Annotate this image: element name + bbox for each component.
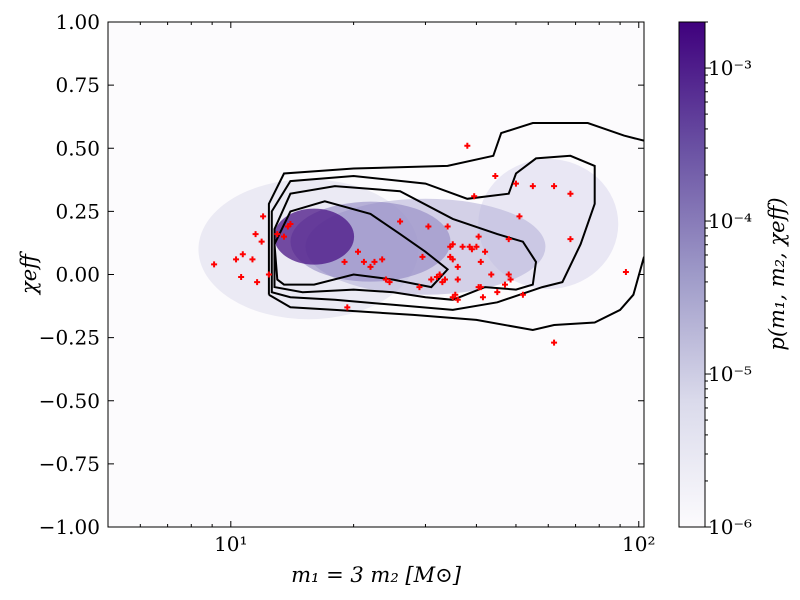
event-markers [211, 142, 629, 346]
event-point-40 [454, 276, 461, 283]
event-point-38 [449, 294, 456, 301]
contour-3 [267, 122, 644, 295]
event-point-18 [367, 263, 374, 270]
colorbar-gradient [678, 21, 706, 528]
event-point-56 [494, 289, 501, 296]
event-point-42 [459, 243, 466, 250]
y-tick-label-0.5: 0.50 [55, 136, 100, 160]
contour-lines [267, 122, 644, 332]
event-point-10 [274, 231, 281, 238]
contour-4 [268, 256, 644, 332]
event-point-39 [454, 296, 461, 303]
event-point-22 [386, 279, 393, 286]
colorbar-ticks: 10⁻⁶ 10⁻⁵ 10⁻⁴ 10⁻³ [705, 21, 752, 539]
event-point-5 [252, 231, 259, 238]
event-point-66 [551, 339, 558, 346]
y-tick-label-0.25: 0.25 [55, 199, 100, 223]
event-point-9 [265, 271, 272, 278]
event-point-13 [287, 221, 294, 227]
y-tick-label-0.75: 0.75 [55, 73, 100, 97]
event-point-17 [360, 258, 367, 265]
event-point-43 [464, 142, 471, 149]
event-point-52 [479, 294, 486, 301]
cbar-tick-label-1: 10⁻⁵ [708, 362, 752, 386]
event-point-68 [567, 236, 574, 243]
event-point-3 [239, 251, 246, 258]
event-point-67 [567, 190, 574, 197]
event-point-62 [516, 213, 523, 220]
x-tick-label-100: 10² [622, 532, 655, 556]
event-point-4 [249, 256, 256, 263]
event-point-60 [507, 276, 514, 283]
event-point-65 [551, 183, 558, 190]
event-point-58 [505, 236, 512, 243]
event-point-14 [341, 258, 348, 265]
y-tick-label--0.5: −0.50 [39, 389, 100, 413]
event-point-57 [501, 281, 508, 288]
event-point-29 [436, 271, 443, 278]
plot-area: 10¹ 10² 1.00 0.75 0.50 0.25 0.00 −0.25 −0.50 −0.… [39, 10, 656, 556]
y-tick-label--0.75: −0.75 [39, 452, 100, 476]
event-point-54 [488, 271, 495, 278]
event-point-27 [428, 276, 435, 283]
density-heatmap [198, 159, 619, 320]
y-tick-label--1: −1.00 [39, 515, 100, 539]
y-tick-label--0.25: −0.25 [39, 326, 100, 350]
x-tick-label-10: 10¹ [214, 532, 247, 556]
event-point-11 [280, 233, 287, 240]
density-blob-4 [274, 208, 355, 265]
y-tick-label-0: 0.00 [55, 263, 100, 287]
event-point-46 [471, 193, 478, 200]
event-point-61 [512, 180, 519, 187]
event-point-34 [449, 241, 456, 248]
colorbar-label: p(m₁, m₂, χeff) [765, 197, 789, 350]
event-point-1 [233, 256, 240, 263]
event-point-23 [397, 218, 404, 225]
event-point-2 [238, 274, 245, 281]
x-axis-label: m₁ = 3 m₂ [M⊙] [291, 563, 462, 587]
cbar-tick-label-3: 10⁻³ [708, 56, 752, 80]
event-point-0 [211, 261, 218, 268]
event-point-25 [416, 284, 423, 291]
event-point-21 [382, 276, 389, 283]
event-point-48 [475, 233, 482, 240]
cbar-tick-label-2: 10⁻⁴ [708, 209, 752, 233]
event-point-7 [258, 238, 265, 245]
event-point-53 [482, 248, 489, 255]
event-point-16 [354, 248, 361, 255]
event-point-8 [260, 213, 267, 220]
event-point-51 [477, 284, 484, 291]
event-point-19 [371, 258, 378, 265]
colorbar: 10⁻⁶ 10⁻⁵ 10⁻⁴ 10⁻³ p(m₁, m₂, χeff) [678, 21, 789, 539]
event-point-45 [468, 246, 475, 253]
event-point-41 [454, 263, 461, 270]
event-point-31 [442, 276, 449, 283]
event-point-20 [379, 256, 386, 263]
event-point-26 [425, 223, 432, 230]
event-point-50 [477, 258, 484, 265]
event-point-55 [492, 173, 499, 180]
event-point-69 [622, 268, 629, 275]
x-axis-ticks: 10¹ 10² [107, 22, 655, 556]
contour-0 [273, 200, 450, 289]
event-point-24 [419, 253, 426, 260]
event-point-59 [505, 271, 512, 278]
event-point-63 [519, 291, 526, 298]
event-point-6 [254, 279, 261, 286]
event-point-15 [344, 304, 351, 311]
cbar-tick-label-0: 10⁻⁶ [708, 515, 752, 539]
y-tick-label-1: 1.00 [55, 10, 100, 34]
event-point-64 [529, 183, 536, 190]
y-axis-label: χeff [17, 251, 41, 296]
y-axis-ticks: 1.00 0.75 0.50 0.25 0.00 −0.25 −0.50 −0.75 −1.00 [39, 10, 644, 539]
contour-1 [273, 185, 538, 301]
event-point-36 [449, 256, 456, 263]
event-point-47 [473, 243, 480, 250]
contour-2 [270, 154, 596, 311]
event-point-32 [444, 223, 451, 230]
